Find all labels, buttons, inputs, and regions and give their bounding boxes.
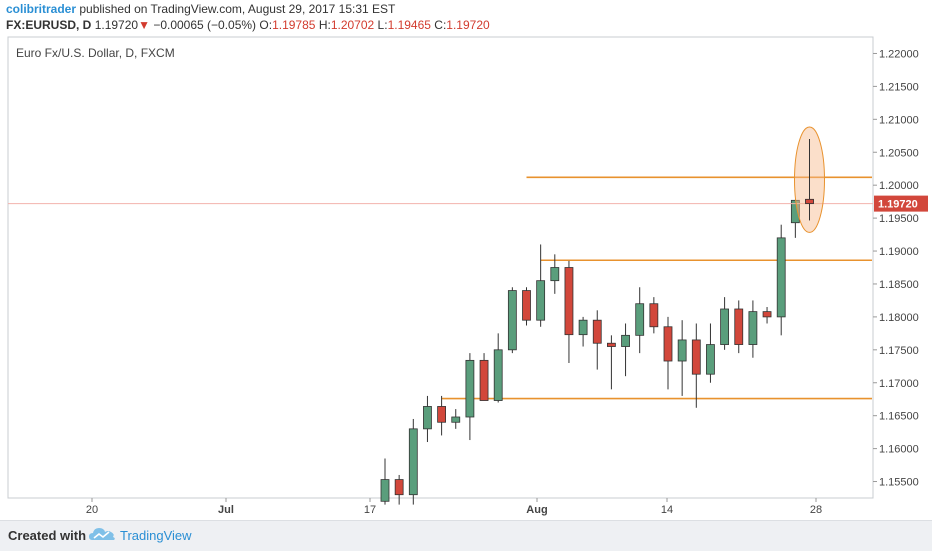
candle-body	[479, 359, 489, 401]
y-tick-label: 1.15500	[879, 477, 919, 489]
candle-body	[663, 326, 673, 362]
candle-body	[536, 280, 546, 321]
candle-body	[408, 428, 418, 496]
x-tick-label: Jul	[218, 504, 234, 516]
published-text: published on TradingView.com, August 29,…	[76, 2, 396, 16]
footer-bar: Created with TradingView	[0, 520, 932, 551]
candle-body	[522, 290, 531, 321]
publish-header: colibritrader published on TradingView.c…	[6, 2, 395, 16]
y-tick-label: 1.20500	[879, 147, 919, 159]
x-tick-label: 17	[364, 504, 376, 516]
candle-body	[621, 334, 630, 347]
y-tick-label: 1.17000	[879, 378, 919, 390]
candle-body	[592, 319, 602, 344]
high-value: 1.20702	[330, 18, 375, 32]
candle-body	[776, 237, 786, 318]
last-price-label: 1.19720	[878, 199, 918, 211]
y-tick-label: 1.21500	[879, 81, 919, 93]
tradingview-cloud-icon	[89, 528, 115, 540]
low-value: 1.19465	[387, 18, 431, 32]
x-tick-label: 20	[86, 504, 98, 516]
candle-body	[706, 344, 715, 375]
candle-body	[507, 290, 517, 351]
tradingview-brand-link[interactable]: TradingView	[120, 528, 192, 543]
candle-body	[677, 339, 687, 362]
candle-body	[607, 342, 616, 347]
open-label: O:	[259, 18, 273, 32]
close-value: 1.19720	[446, 18, 490, 32]
x-tick-label: 28	[810, 504, 822, 516]
candle-body	[423, 406, 432, 430]
candle-body	[691, 339, 701, 375]
candle-body	[720, 308, 729, 345]
candle-body	[451, 416, 461, 423]
high-label: H:	[318, 18, 331, 32]
candle-body	[437, 406, 447, 423]
last-price: 1.19720	[94, 18, 139, 32]
down-arrow-icon: ▼	[138, 18, 150, 32]
chart-title: Euro Fx/U.S. Dollar, D, FXCM	[16, 46, 175, 60]
y-tick-label: 1.22000	[879, 48, 919, 60]
ohlc-header: FX:EURUSD, D 1.19720▼ −0.00065 (−0.05%) …	[6, 18, 490, 32]
y-tick-label: 1.20000	[879, 180, 919, 192]
candle-body	[649, 303, 659, 328]
change-value: −0.00065 (−0.05%)	[153, 18, 257, 32]
author-link[interactable]: colibritrader	[6, 2, 77, 16]
candle-body	[493, 349, 503, 401]
x-tick-label: Aug	[526, 504, 547, 516]
y-tick-label: 1.19500	[879, 213, 919, 225]
candle-body	[550, 267, 560, 282]
candle-body	[734, 308, 744, 345]
y-tick-label: 1.18000	[879, 312, 919, 324]
candle-body	[762, 311, 772, 318]
candle-body	[380, 479, 390, 502]
candle-body	[748, 311, 758, 345]
symbol-label: FX:EURUSD, D	[6, 18, 92, 32]
candle-body	[578, 319, 588, 336]
price-chart[interactable]: Euro Fx/U.S. Dollar, D, FXCM 1.22000 1.21…	[0, 0, 932, 520]
y-tick-label: 1.19000	[879, 246, 919, 258]
candle-body	[805, 198, 814, 205]
low-label: L:	[377, 18, 388, 32]
last-price-badge	[874, 195, 928, 212]
open-value: 1.19785	[272, 18, 316, 32]
x-tick-label: 14	[661, 504, 673, 516]
y-tick-label: 1.18500	[879, 279, 919, 291]
plot-area	[7, 36, 874, 499]
candle-body	[394, 479, 404, 496]
candle-body	[635, 303, 645, 336]
y-tick-label: 1.16500	[879, 411, 919, 423]
y-tick-label: 1.21000	[879, 114, 919, 126]
close-label: C:	[434, 18, 447, 32]
candle-body	[465, 359, 475, 418]
y-tick-label: 1.17500	[879, 345, 919, 357]
candle-body	[564, 267, 574, 336]
y-tick-label: 1.16000	[879, 444, 919, 456]
created-with-label: Created with	[8, 528, 87, 543]
